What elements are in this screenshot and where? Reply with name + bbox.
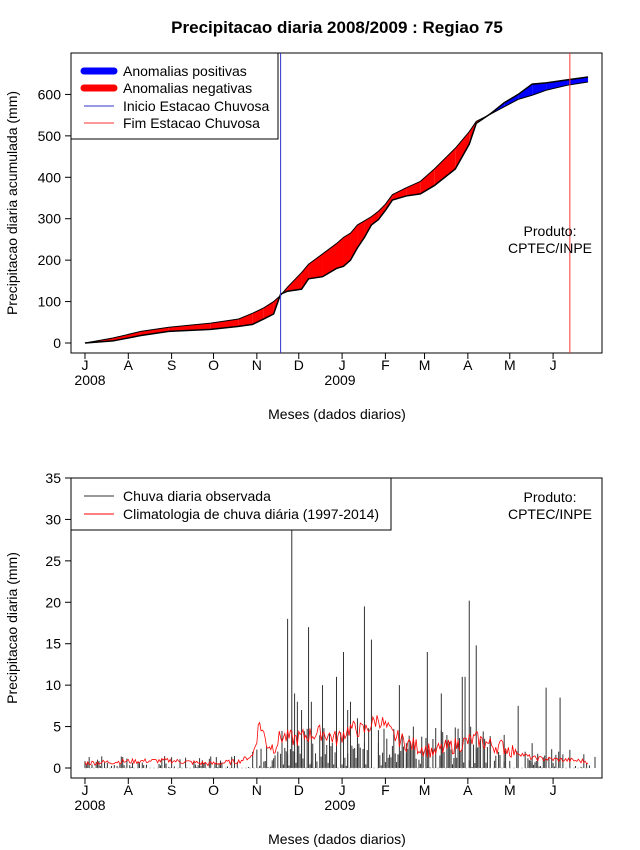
bottom-x-label: Meses (dados diarios) <box>268 831 406 847</box>
negative-anomaly-area <box>308 253 323 279</box>
negative-anomaly-area <box>434 148 456 186</box>
bottom-x-tick-label: M <box>504 782 516 798</box>
top-year-2009: 2009 <box>324 372 355 388</box>
top-x-tick-label: A <box>463 357 473 373</box>
top-x-tick-label: J <box>339 357 346 373</box>
bottom-x-tick-label: J <box>339 782 346 798</box>
legend-label-positive: Anomalias positivas <box>123 63 247 79</box>
top-y-tick-label: 0 <box>53 335 61 351</box>
bottom-y-tick-label: 15 <box>45 636 61 652</box>
top-x-label: Meses (dados diarios) <box>268 406 406 422</box>
top-x-tick-label: J <box>550 357 557 373</box>
bottom-y-tick-label: 30 <box>45 511 61 527</box>
bottom-x-tick-label: N <box>252 782 262 798</box>
bottom-x-tick-label: M <box>419 782 431 798</box>
bottom-y-tick-label: 5 <box>53 719 61 735</box>
negative-anomaly-area <box>112 331 141 341</box>
bottom-x-tick-label: F <box>381 782 390 798</box>
top-y-label: Precipitacao diaria acumulada (mm) <box>4 91 20 315</box>
top-y-axis: 0 100 200 300 400 500 600 <box>38 86 71 351</box>
bottom-y-tick-label: 20 <box>45 594 61 610</box>
positive-anomaly-area <box>567 77 589 86</box>
legend-label-end: Fim Estacao Chuvosa <box>123 115 260 131</box>
negative-anomaly-area <box>301 264 309 290</box>
top-legend-box <box>70 52 279 140</box>
negative-anomaly-area <box>455 131 470 169</box>
bottom-product-name: CPTEC/INPE <box>508 506 592 522</box>
bottom-year-2008: 2008 <box>74 797 105 813</box>
observed-cumulative-line <box>84 76 589 344</box>
negative-anomaly-area <box>371 211 379 225</box>
bottom-y-label: Precipitacao diaria (mm) <box>4 552 20 704</box>
negative-anomaly-area <box>420 169 435 194</box>
bottom-year-2009: 2009 <box>324 797 355 813</box>
top-x-tick-label: M <box>504 357 516 373</box>
climatology-line <box>84 715 589 767</box>
negative-anomaly-area <box>350 224 358 261</box>
top-y-tick-label: 200 <box>38 252 62 268</box>
top-y-tick-label: 600 <box>38 86 62 102</box>
negative-anomaly-area <box>364 216 372 238</box>
positive-anomaly-area <box>504 94 519 107</box>
top-year-2008: 2008 <box>74 372 105 388</box>
negative-anomaly-area <box>287 272 302 292</box>
top-plot-frame <box>70 52 603 354</box>
top-x-tick-label: A <box>124 357 134 373</box>
cumulative-chart: Precipitacao diaria 2008/2009 : Regiao 7… <box>4 18 603 422</box>
top-y-tick-label: 300 <box>38 211 62 227</box>
bottom-x-tick-label: S <box>167 782 176 798</box>
bottom-y-tick-label: 0 <box>53 760 61 776</box>
bottom-x-tick-label: J <box>81 782 88 798</box>
climatology-cumulative-line <box>84 81 589 344</box>
top-product-label: Produto: <box>524 223 577 239</box>
daily-chart: 0 5 10 15 20 25 30 35 J A S O N D J F M A M J 2008 2009 Me… <box>4 470 603 847</box>
bottom-y-axis: 0 5 10 15 20 25 30 35 <box>45 470 71 776</box>
negative-anomaly-area <box>385 194 393 211</box>
top-x-tick-label: S <box>167 357 176 373</box>
bottom-x-tick-label: D <box>294 782 304 798</box>
bottom-product-label: Produto: <box>524 489 577 505</box>
negative-anomaly-area <box>406 181 421 196</box>
positive-anomaly-area <box>518 84 533 100</box>
top-x-tick-label: J <box>81 357 88 373</box>
bottom-x-tick-label: J <box>550 782 557 798</box>
top-y-tick-label: 500 <box>38 128 62 144</box>
top-x-tick-label: F <box>381 357 390 373</box>
negative-anomaly-area <box>378 204 386 220</box>
top-legend: Anomalias positivas Anomalias negativas … <box>70 52 279 140</box>
top-y-tick-label: 100 <box>38 294 62 310</box>
bottom-x-tick-label: A <box>124 782 134 798</box>
bottom-y-tick-label: 25 <box>45 553 61 569</box>
chart-title: Precipitacao diaria 2008/2009 : Regiao 7… <box>171 18 503 37</box>
legend-label-observed: Chuva diaria observada <box>123 488 271 504</box>
bottom-legend: Chuva diaria observada Climatologia de c… <box>70 477 392 531</box>
negative-anomaly-area <box>343 233 351 267</box>
top-y-tick-label: 400 <box>38 169 62 185</box>
negative-anomaly-area <box>140 327 169 336</box>
top-x-tick-label: O <box>208 357 219 373</box>
bottom-legend-box <box>70 477 392 531</box>
bottom-x-tick-label: A <box>463 782 473 798</box>
legend-label-negative: Anomalias negativas <box>123 80 252 96</box>
negative-anomaly-area <box>238 313 253 327</box>
top-product-name: CPTEC/INPE <box>508 240 592 256</box>
bottom-y-tick-label: 35 <box>45 470 61 486</box>
top-x-tick-label: N <box>252 357 262 373</box>
top-x-tick-label: D <box>294 357 304 373</box>
negative-anomaly-area <box>357 220 365 248</box>
negative-anomaly-area <box>336 237 344 269</box>
top-x-tick-label: M <box>419 357 431 373</box>
positive-anomaly-area <box>532 82 547 96</box>
bottom-x-tick-label: O <box>208 782 219 798</box>
legend-label-onset: Inicio Estacao Chuvosa <box>123 98 270 114</box>
bottom-y-tick-label: 10 <box>45 677 61 693</box>
legend-label-climatology: Climatologia de chuva diária (1997-2014) <box>123 506 379 522</box>
